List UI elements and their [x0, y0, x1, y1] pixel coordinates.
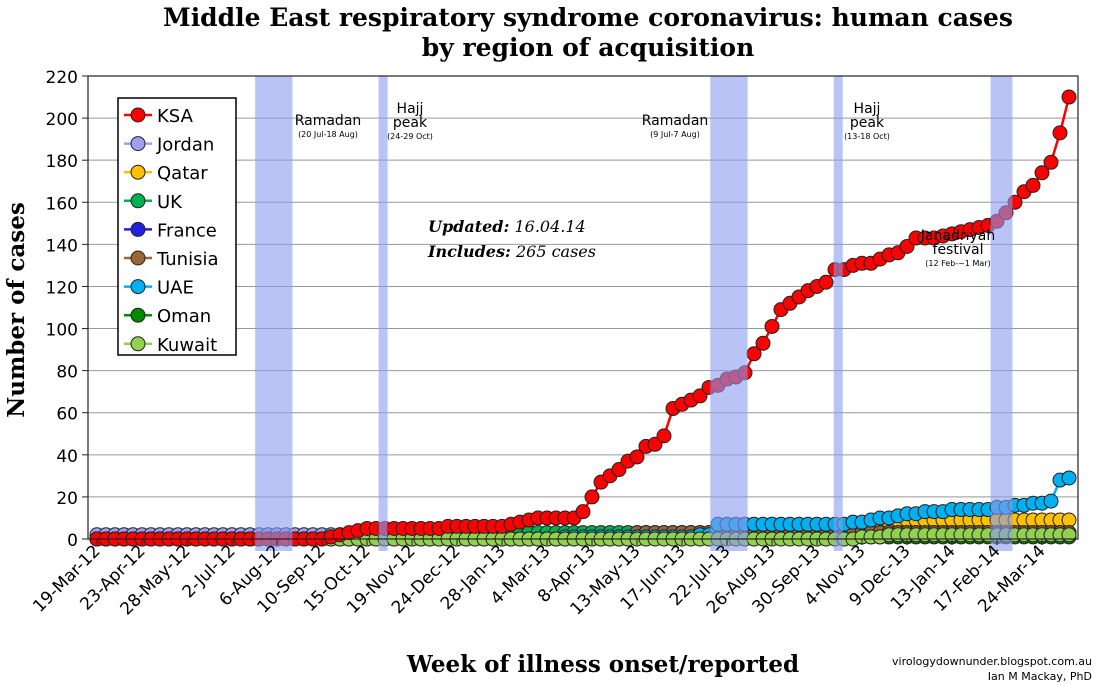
band-label: Hajj: [854, 101, 881, 117]
legend-label: KSA: [157, 106, 194, 127]
legend-label: UK: [157, 192, 183, 213]
legend-item-kuwait: Kuwait: [124, 335, 217, 356]
legend-label: Tunisia: [156, 249, 219, 270]
data-point: [1034, 165, 1050, 181]
data-point: [1052, 125, 1068, 141]
legend-label: Jordan: [156, 135, 214, 156]
legend-item-tunisia: Tunisia: [124, 249, 219, 270]
legend-item-uae: UAE: [124, 278, 194, 299]
band-label: Janadriyah: [920, 228, 995, 244]
chart-title-line1: Middle East respiratory syndrome coronav…: [163, 3, 1013, 32]
y-tick-label: 140: [46, 236, 78, 256]
credit-author: Ian M Mackay, PhD: [988, 670, 1092, 683]
svg-text:Includes: 265 cases: Includes: 265 cases: [427, 242, 596, 261]
data-point: [1025, 177, 1041, 193]
y-tick-label: 220: [46, 68, 78, 88]
y-tick-label: 0: [67, 531, 78, 551]
data-point: [1061, 89, 1077, 105]
data-point: [1061, 527, 1077, 543]
band-sublabel: (13-18 Oct): [844, 132, 890, 141]
update-annotation: Updated: 16.04.14 Includes: 265 cases: [427, 217, 596, 261]
credit-blog: virologydownunder.blogspot.com.au: [892, 655, 1092, 668]
legend-item-jordan: Jordan: [124, 135, 214, 156]
series-line: [97, 96, 1071, 541]
event-band: [710, 76, 748, 551]
data-point: [755, 335, 771, 351]
legend-label: UAE: [157, 278, 194, 299]
event-band: [990, 76, 1013, 551]
y-tick-label: 100: [46, 321, 78, 341]
data-point: [1043, 154, 1059, 170]
y-tick-label: 20: [56, 489, 78, 509]
data-point: [1061, 512, 1077, 528]
series-ksa: [89, 89, 1077, 547]
x-axis: 19-Mar-1223-Apr-1228-May-122-Jul-126-Aug…: [29, 539, 1050, 619]
y-tick-label: 120: [46, 278, 78, 298]
data-point: [818, 274, 834, 290]
band-sublabel: (24-29 Oct): [387, 132, 433, 141]
legend-item-oman: Oman: [124, 306, 211, 327]
event-band: [833, 76, 843, 551]
includes-value: 265 cases: [515, 242, 596, 261]
plot-border: [87, 75, 1079, 540]
band-sublabel: (12 Feb-~1 Mar): [925, 259, 990, 268]
legend-item-uk: UK: [124, 192, 183, 213]
data-point: [1043, 493, 1059, 509]
data-point: [1061, 470, 1077, 486]
x-axis-label: Week of illness onset/reported: [406, 651, 799, 678]
data-point: [656, 428, 672, 444]
legend: KSA Jordan Qatar UK France Tunisia UAE Oman Kuwa…: [117, 97, 237, 356]
data-point: [764, 318, 780, 334]
updated-label: Updated:: [428, 217, 509, 236]
band-label: peak: [850, 115, 885, 131]
svg-text:Updated: 16.04.14: Updated: 16.04.14: [428, 217, 586, 236]
band-label: peak: [393, 115, 428, 131]
legend-item-france: France: [124, 220, 217, 241]
band-label: Hajj: [397, 101, 424, 117]
band-sublabel: (9 Jul-7 Aug): [650, 130, 700, 139]
band-label: Ramadan: [642, 113, 709, 129]
updated-value: 16.04.14: [514, 217, 585, 236]
y-tick-label: 80: [56, 363, 78, 383]
y-axis: 0 20 40 60 80 100 120 140 160 180 200 220: [46, 68, 88, 551]
band-label: Ramadan: [295, 113, 362, 129]
y-tick-label: 160: [46, 194, 78, 214]
legend-item-ksa: KSA: [124, 106, 194, 127]
legend-label: France: [157, 220, 217, 241]
y-tick-label: 200: [46, 110, 78, 130]
legend-item-qatar: Qatar: [124, 163, 208, 184]
data-point: [629, 449, 645, 465]
chart-title-line2: by region of acquisition: [422, 33, 755, 62]
data-point: [575, 504, 591, 520]
data-point: [584, 489, 600, 505]
includes-label: Includes:: [427, 242, 511, 261]
legend-label: Qatar: [157, 163, 208, 184]
y-tick-label: 40: [56, 447, 78, 467]
band-label: festival: [933, 242, 984, 258]
y-tick-label: 60: [56, 405, 78, 425]
y-axis-label: Number of cases: [3, 202, 30, 418]
event-band: [378, 76, 388, 551]
band-sublabel: (20 Jul-18 Aug): [298, 130, 358, 139]
y-tick-label: 180: [46, 152, 78, 172]
series-layer: [89, 89, 1077, 547]
gridlines: [88, 117, 1078, 498]
legend-label: Kuwait: [157, 335, 217, 356]
legend-label: Oman: [157, 306, 211, 327]
event-band: [255, 76, 293, 551]
